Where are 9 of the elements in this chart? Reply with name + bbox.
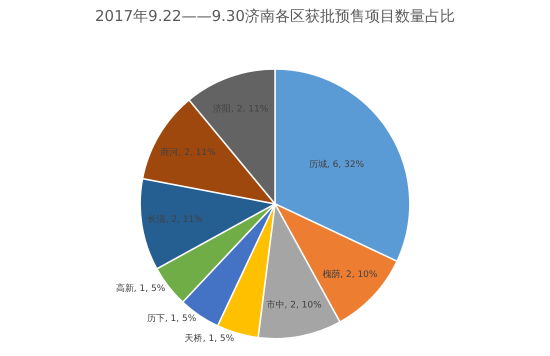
chart-title: 2017年9.22——9.30济南各区获批预售项目数量占比 — [95, 7, 455, 26]
slice-label: 商河, 2, 11% — [160, 147, 216, 158]
slice-label: 市中, 2, 10% — [266, 300, 322, 311]
slice-label: 历下, 1, 5% — [146, 314, 197, 324]
slice-label: 长清, 2, 11% — [148, 214, 204, 226]
slice-label: 历城, 6, 32% — [308, 159, 365, 170]
slice-label: 高新, 1, 5% — [116, 283, 166, 294]
slice-label: 槐荫, 2, 10% — [322, 268, 378, 280]
slice-label: 天桥, 1, 5% — [184, 332, 235, 344]
